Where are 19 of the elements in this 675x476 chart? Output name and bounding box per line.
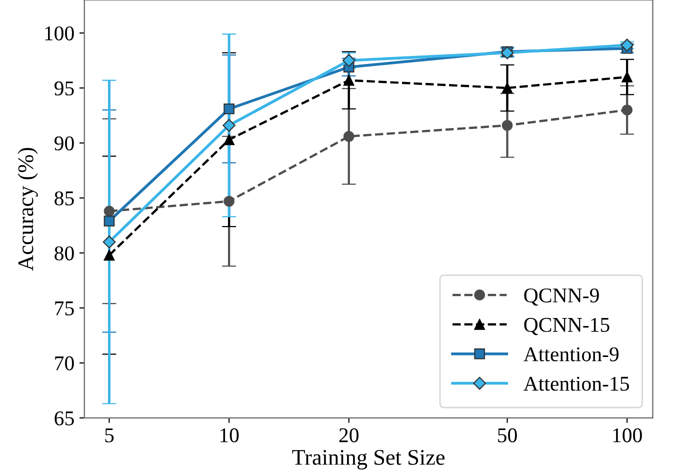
y-tick-label: 75 [55, 302, 74, 316]
y-tick-label: 65 [54, 411, 74, 426]
y-tick-label: 80 [54, 246, 74, 260]
y-tick-label: 70 [55, 356, 74, 370]
x-tick-label: 5 [105, 428, 114, 442]
legend-label: QCNN-15 [524, 318, 610, 336]
legend-label: QCNN-9 [524, 288, 599, 306]
legend-label: Attention-9 [524, 347, 619, 362]
x-tick-label: 50 [498, 428, 517, 442]
y-tick-label: 95 [54, 81, 74, 96]
x-tick-label: 20 [339, 428, 358, 442]
legend-label: Attention-15 [524, 376, 629, 391]
x-tick-label: 100 [613, 428, 642, 442]
x-axis-title: Training Set Size [292, 450, 445, 470]
y-tick-label: 100 [45, 26, 74, 40]
y-tick-label: 85 [54, 191, 74, 206]
y-axis-title: Accuracy (%) [18, 148, 38, 271]
y-tick-label: 90 [54, 136, 74, 150]
x-tick-label: 10 [220, 428, 239, 442]
